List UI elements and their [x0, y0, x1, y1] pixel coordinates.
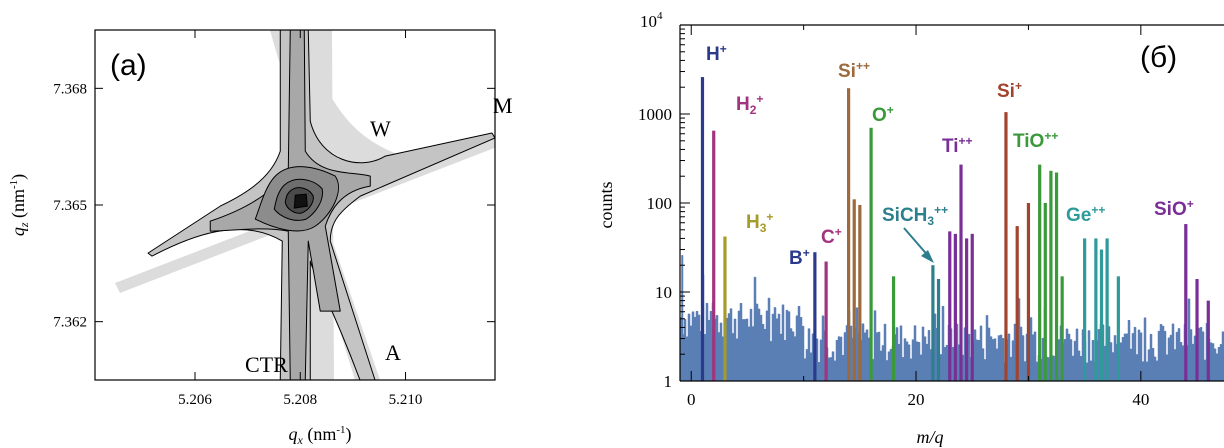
peak-bar	[936, 278, 941, 381]
peak-label: TiO++	[1013, 129, 1058, 152]
streak-label-a: A	[385, 340, 401, 365]
plot-a-ticks: 5.206 5.208 5.210 7.362 7.365 7.368	[53, 30, 495, 408]
peak-bar	[1054, 172, 1059, 381]
peak-bar	[948, 231, 952, 381]
peak-bar	[1099, 249, 1104, 381]
peak-bar	[1004, 112, 1008, 381]
x-tick-label: 20	[908, 390, 925, 409]
x-tick-label: 40	[1132, 390, 1149, 409]
y-axis-label-a: qz (nm-1)	[8, 174, 31, 236]
streak-label-ctr: CTR	[245, 352, 288, 377]
y-tick-label: 7.362	[53, 315, 87, 331]
x-tick-label: 5.208	[283, 392, 317, 408]
panel-a-label: (a)	[110, 49, 147, 82]
peak-label: SiCH3++	[882, 203, 948, 228]
peak-bar	[965, 238, 969, 381]
peak-bar	[953, 233, 957, 381]
x-axis-label-b: m/q	[917, 427, 944, 447]
x-tick-label: 5.206	[178, 392, 212, 408]
reciprocal-space-map: 5.206 5.208 5.210 7.362 7.365 7.368 (a) W M A…	[8, 29, 513, 447]
peak-bar	[1195, 278, 1199, 381]
y-tick-label: 1000	[638, 105, 672, 124]
peak-label: Si+	[997, 79, 1022, 102]
y-tick-label: 10	[655, 283, 672, 302]
peak-labels: H+ H2+ H3+ B+ C+ Si++O+ SiCH3++ Ti++ Si+ TiO++ Ge+…	[706, 42, 1194, 269]
x-tick-label: 5.210	[389, 392, 423, 408]
spectrum-background	[680, 274, 1224, 381]
peak-bar	[852, 199, 856, 381]
peak-bar	[1049, 170, 1053, 381]
peak-label: H+	[706, 42, 727, 65]
peak-label: Ge++	[1066, 203, 1105, 226]
peak-label: H3+	[746, 210, 773, 235]
sich3-arrowhead	[921, 250, 934, 263]
panel-b-label: (б)	[1140, 41, 1177, 74]
peak-bar	[700, 77, 705, 381]
y-top-exponent-label: 104	[640, 10, 663, 31]
y-tick-label: 7.365	[53, 198, 87, 214]
y-axis-label-b: counts	[596, 182, 616, 229]
mass-spectrum: 0 20 40 1 10 100 1000 m/q counts H+ H2+ H3+ B+ C+ Si+…	[596, 10, 1224, 447]
contour-plot	[115, 30, 495, 380]
peak-bar	[869, 127, 873, 381]
peak-bar	[959, 164, 963, 381]
streak-label-w: W	[370, 116, 391, 141]
peak-label: SiO+	[1154, 197, 1194, 220]
peak-bar	[723, 236, 727, 381]
peak-bar	[970, 233, 974, 381]
peak-label: H2+	[736, 92, 763, 117]
peak-bar	[1094, 238, 1098, 381]
spectrum-plot	[680, 77, 1224, 381]
peak-bar	[1060, 276, 1064, 381]
peak-label: O+	[872, 103, 894, 126]
peak-label: Si++	[838, 59, 870, 82]
peak-bar	[858, 204, 862, 381]
peak-bar	[1184, 224, 1188, 381]
peak-bar	[1015, 226, 1019, 381]
peak-bar	[1043, 203, 1047, 381]
x-axis-label-a: qx (nm-1)	[289, 424, 352, 447]
peak-bar	[1206, 300, 1210, 381]
peak-bar	[1038, 164, 1042, 381]
peak-bar	[712, 130, 716, 381]
y-tick-label: 7.368	[53, 81, 87, 97]
peak-bar	[847, 88, 851, 381]
peak-bar	[1105, 238, 1109, 381]
peak-label: C+	[821, 225, 842, 248]
x-tick-label: 0	[687, 390, 696, 409]
peak-label: B+	[789, 246, 810, 269]
streak-label-m: M	[493, 93, 513, 118]
peak-bar	[1026, 203, 1031, 381]
peak-label: Ti++	[942, 134, 973, 157]
y-tick-label: 100	[647, 194, 673, 213]
peak-bar	[891, 276, 896, 381]
peak-bar	[813, 252, 817, 381]
contour-level-6	[293, 193, 308, 209]
y-tick-label: 1	[664, 372, 673, 391]
peak-bar	[824, 261, 828, 381]
peak-bar	[931, 265, 935, 381]
peak-bar	[1083, 238, 1087, 381]
plot-b-ticks: 0 20 40 1 10 100 1000 m/q counts	[596, 24, 1149, 447]
peak-bar	[1116, 276, 1120, 381]
